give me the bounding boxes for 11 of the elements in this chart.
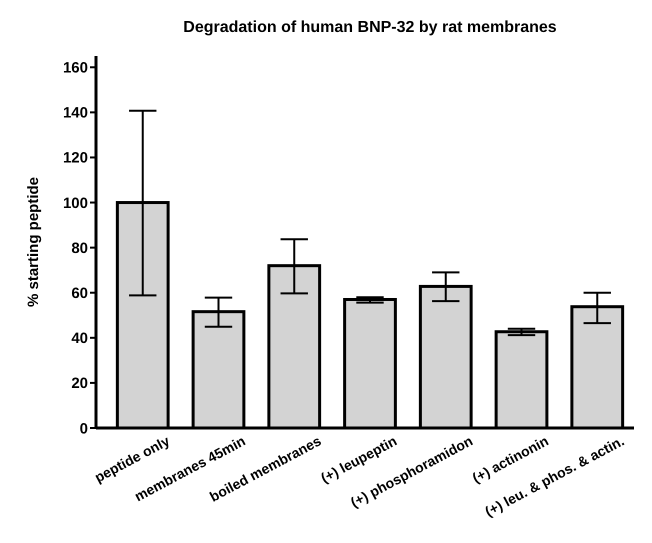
y-axis-title: % starting peptide	[25, 176, 42, 308]
y-tick-label: 140	[62, 104, 88, 122]
y-tick-label: 40	[71, 330, 88, 348]
y-tick-label: 120	[62, 150, 88, 167]
y-tick-label: 20	[71, 375, 88, 392]
y-tick-label: 160	[62, 60, 88, 77]
y-tick-label: 100	[62, 194, 88, 212]
y-tick-label: 60	[71, 284, 88, 302]
y-tick-label: 80	[71, 240, 88, 257]
chart-title: Degradation of human BNP-32 by rat membranes	[183, 19, 557, 36]
y-tick-label: 0	[80, 420, 88, 438]
